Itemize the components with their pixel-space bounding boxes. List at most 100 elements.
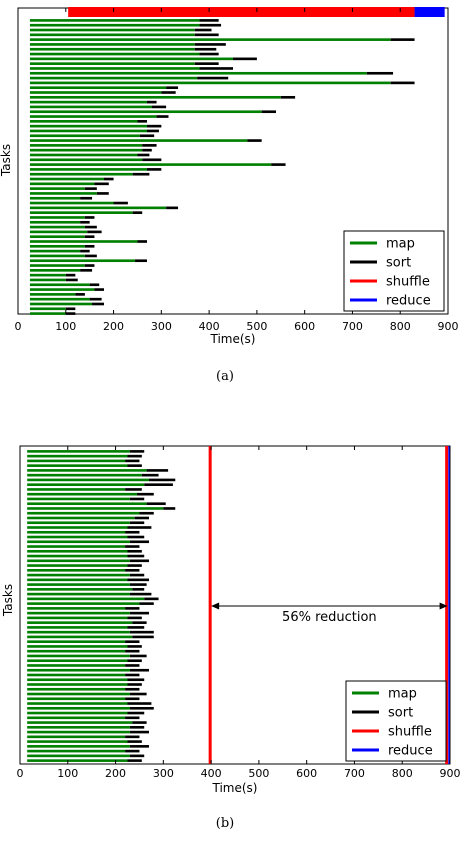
map-bar	[29, 139, 248, 142]
x-axis-label-b: Time(s)	[212, 781, 258, 795]
map-bar	[27, 497, 130, 501]
map-bar	[27, 492, 138, 496]
sort-bar	[129, 745, 149, 748]
x-tick-label: 300	[153, 767, 174, 780]
x-tick-label: 100	[55, 320, 76, 333]
sort-bar	[125, 545, 140, 548]
map-bar	[29, 177, 105, 181]
sort-bar	[194, 47, 217, 51]
map-bar	[29, 312, 66, 315]
sort-bar	[151, 105, 167, 109]
sort-bar	[127, 535, 145, 539]
map-bar	[27, 588, 133, 591]
x-tick-label: 500	[248, 767, 269, 780]
legend-b: map sort shuffle reduce	[345, 680, 447, 762]
sort-bar	[199, 23, 222, 27]
map-bar	[27, 511, 140, 515]
sort-bar	[132, 621, 147, 624]
legend-a: map sort shuffle reduce	[343, 230, 445, 312]
chart-panel-a: 0 100 200 300 400 500 600 700 800 900 Time(s) Tas…	[0, 7, 459, 384]
sort-bar	[137, 492, 154, 496]
map-bar	[29, 129, 148, 133]
sort-bar	[84, 216, 95, 219]
map-bar	[27, 535, 128, 539]
sort-bar	[166, 86, 179, 90]
sort-bar	[92, 302, 104, 306]
map-bar	[27, 507, 164, 510]
sort-bar	[129, 540, 149, 544]
y-axis-label-a: Tasks	[0, 144, 13, 177]
sort-bar	[199, 67, 233, 70]
sort-bar	[125, 749, 140, 753]
sort-bar	[125, 649, 140, 653]
map-bar	[29, 297, 90, 301]
sort-bar	[129, 726, 145, 729]
sort-bar	[80, 269, 93, 272]
map-bar	[29, 134, 140, 138]
map-bar	[27, 554, 128, 558]
map-bar	[27, 721, 133, 724]
sort-bar	[129, 668, 149, 672]
map-bar	[27, 473, 142, 477]
map-bar	[27, 545, 126, 548]
sort-bar	[125, 664, 140, 667]
map-bar	[27, 621, 133, 624]
sort-bar	[125, 530, 140, 534]
arrow-head-left	[211, 602, 220, 610]
sort-bar	[80, 196, 93, 200]
sort-bar	[199, 19, 219, 22]
sort-bar	[132, 172, 150, 176]
map-bar	[27, 607, 126, 610]
sort-bar	[132, 721, 147, 724]
map-bar	[29, 230, 88, 234]
map-bar	[29, 71, 367, 75]
sort-bar	[144, 483, 173, 486]
map-bar	[29, 278, 66, 282]
sort-bar	[125, 673, 140, 677]
map-bar	[27, 488, 126, 491]
sort-bar	[199, 52, 219, 56]
sort-bar	[84, 235, 95, 239]
sort-bar	[271, 163, 286, 166]
x-tick-label: 200	[103, 320, 124, 333]
sort-bar	[135, 259, 147, 263]
x-tick-label: 700	[344, 767, 365, 780]
map-bar	[27, 578, 128, 582]
map-bar	[27, 716, 126, 720]
x-tick-label: 200	[105, 767, 126, 780]
map-bar	[29, 206, 167, 210]
sort-bar	[125, 459, 140, 463]
x-tick-label: 500	[246, 320, 267, 333]
map-bar	[29, 110, 262, 114]
sort-bar	[125, 716, 140, 720]
map-bar	[29, 100, 148, 104]
x-axis-label-a: Time(s)	[210, 332, 256, 346]
task-bars-b	[27, 446, 450, 764]
map-bar	[27, 569, 126, 572]
x-axis-ticks-b: 0 100 200 300 400 500 600 700 800 900	[17, 446, 461, 780]
reduce-bar	[414, 7, 445, 17]
map-bar	[27, 759, 128, 762]
sort-bar	[129, 611, 149, 615]
map-bar	[29, 91, 162, 94]
legend-label-shuffle: shuffle	[386, 275, 430, 290]
legend-label-sort: sort	[386, 256, 411, 271]
sort-bar	[127, 578, 149, 582]
sort-bar	[161, 91, 176, 94]
map-bar	[29, 254, 85, 258]
legend-label-map: map	[388, 687, 417, 702]
sort-bar	[127, 454, 142, 458]
map-bar	[27, 611, 130, 615]
map-bar	[27, 530, 126, 534]
sort-bar	[366, 71, 394, 75]
sort-bar	[141, 473, 159, 477]
sort-bar	[94, 182, 109, 186]
map-bar	[29, 124, 148, 128]
map-bar	[29, 95, 281, 99]
sort-bar	[147, 100, 157, 104]
map-bar	[29, 264, 85, 267]
map-bar	[27, 726, 130, 729]
map-bar	[29, 81, 391, 85]
map-bar	[27, 469, 147, 472]
sort-bar	[129, 583, 147, 586]
